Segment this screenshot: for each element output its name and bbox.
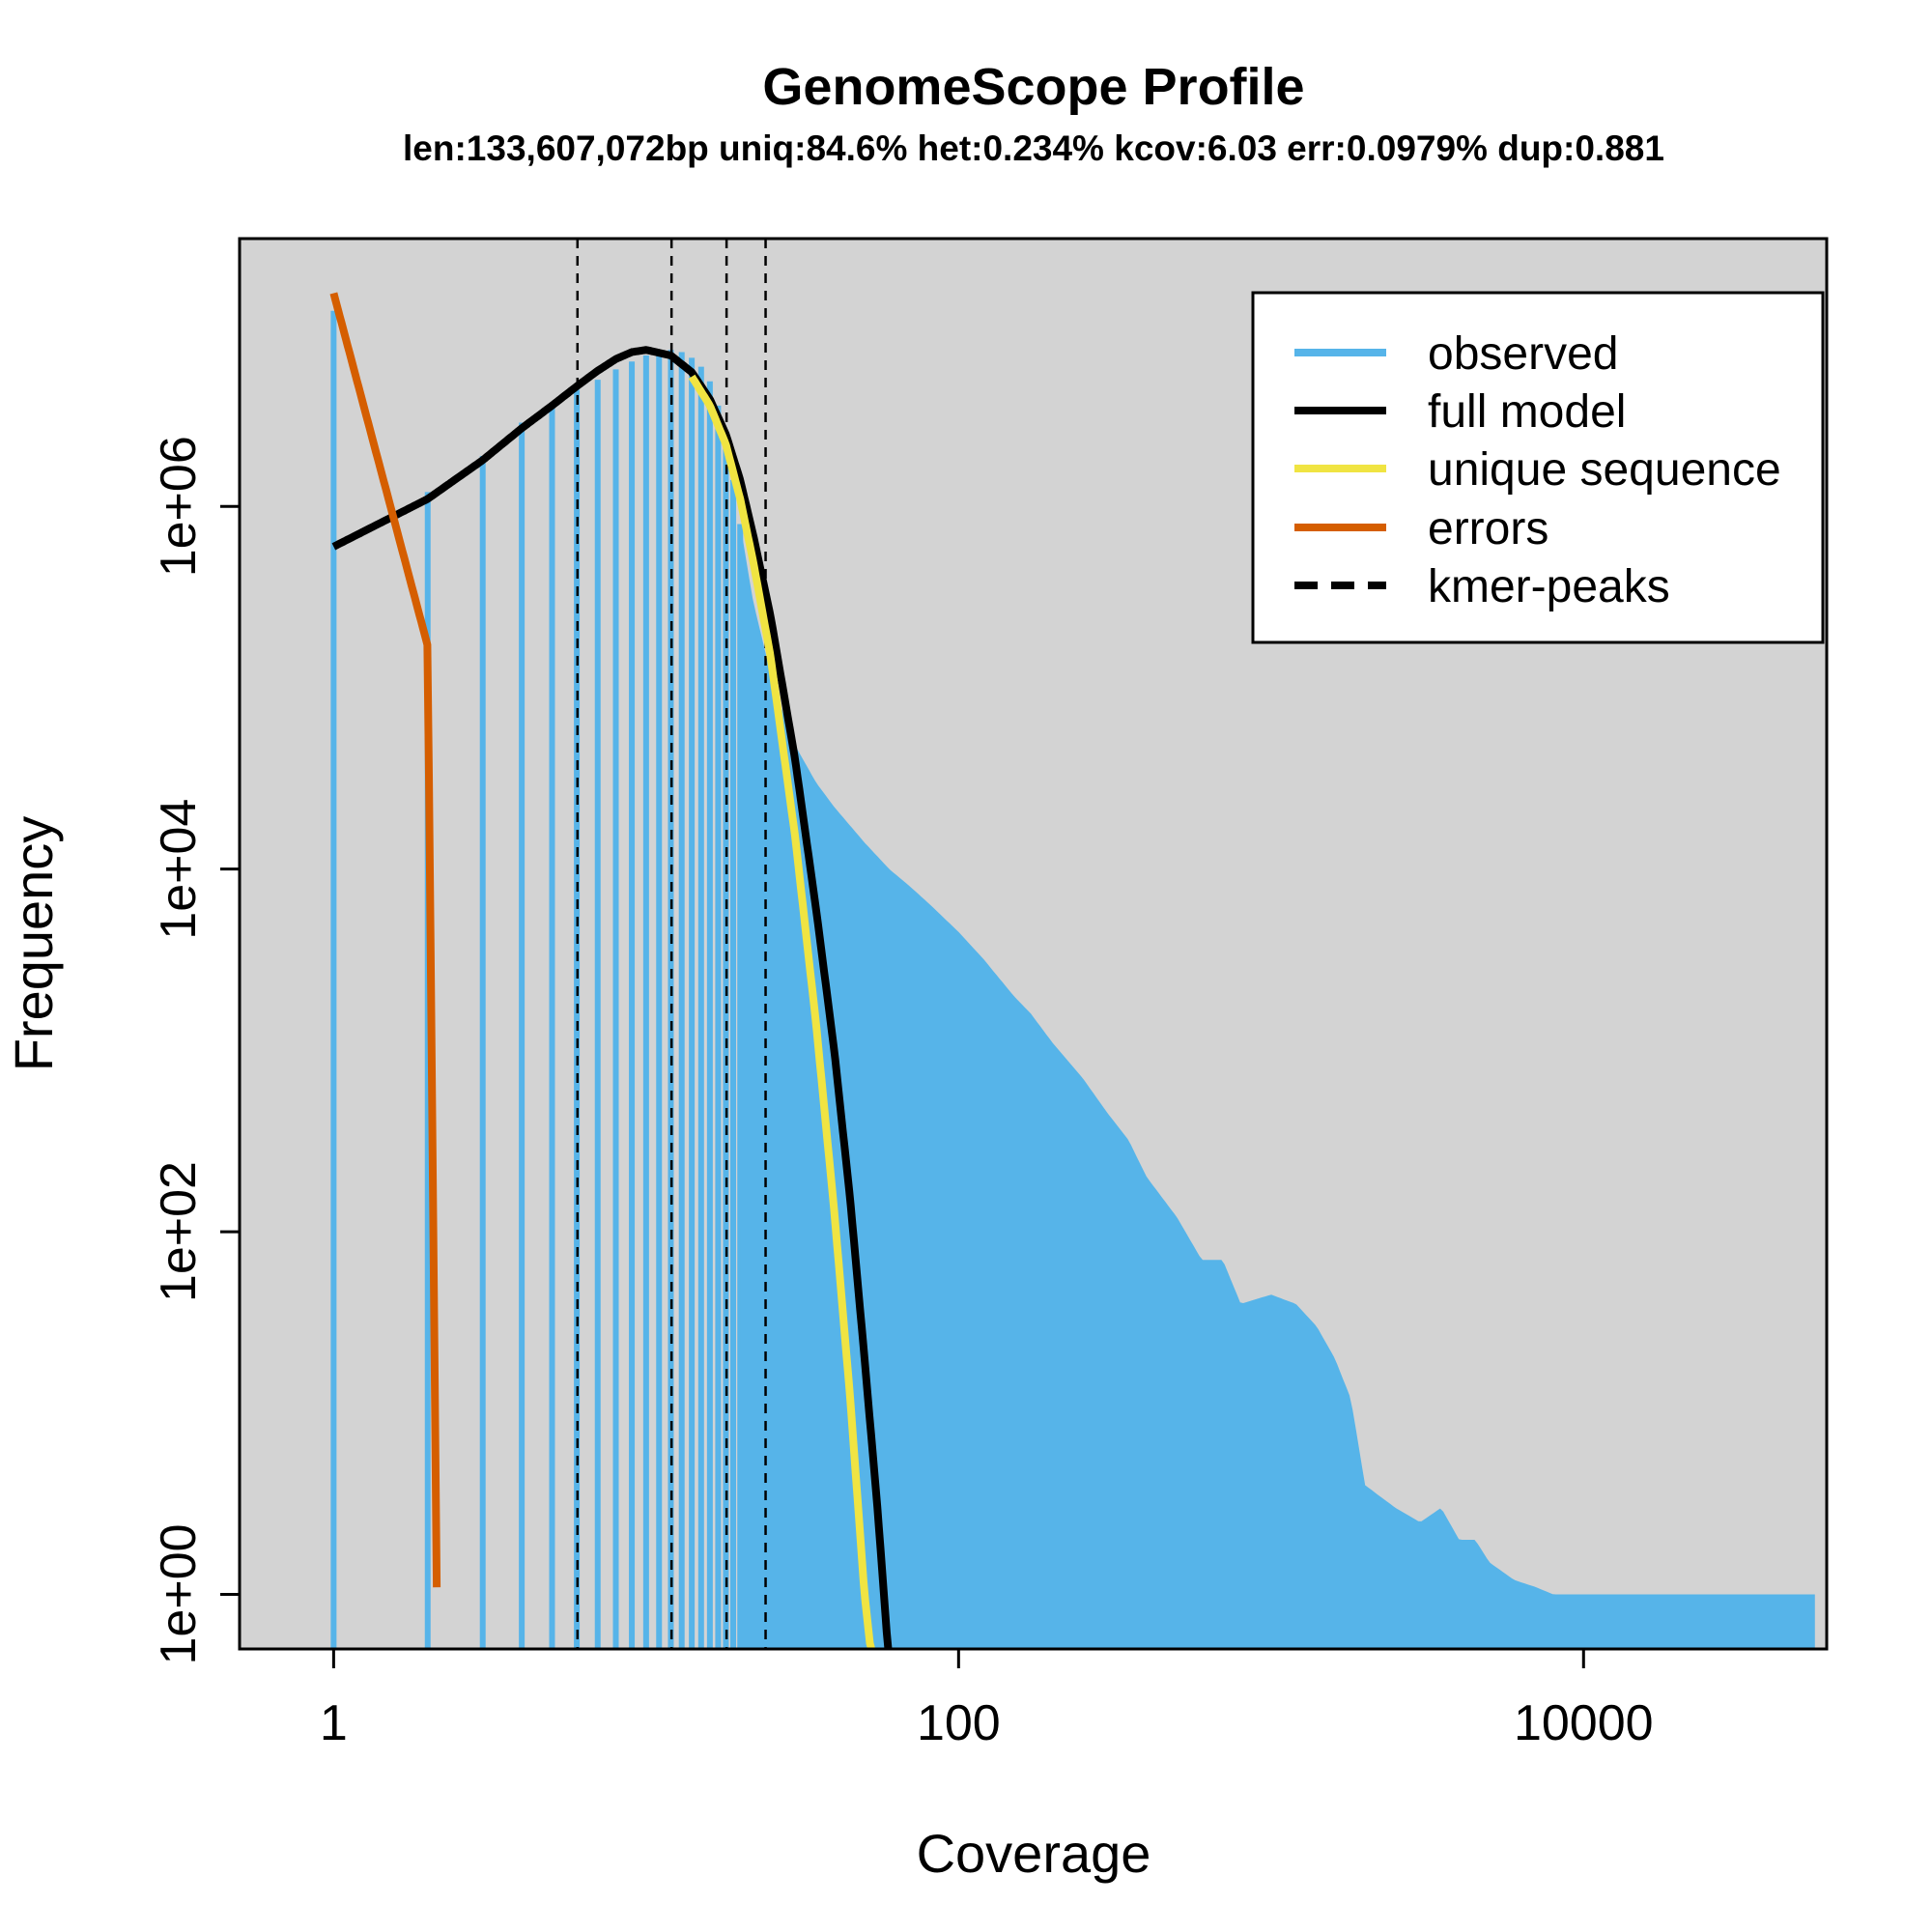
x-axis-label: Coverage (917, 1823, 1151, 1884)
kmer-peak-lines (576, 239, 767, 1649)
observed-histogram (330, 310, 1815, 1649)
x-tick-label: 10000 (1514, 1695, 1654, 1751)
y-axis: 1e+00 1e+02 1e+04 1e+06 (151, 436, 240, 1665)
y-tick-label: 1e+00 (151, 1523, 207, 1664)
chart-subtitle: len:133,607,072bp uniq:84.6% het:0.234% … (403, 128, 1664, 168)
x-axis: 1 100 10000 (320, 1647, 1654, 1751)
y-axis-label: Frequency (3, 816, 64, 1072)
legend-label-observed: observed (1428, 328, 1618, 380)
errors-curve (329, 292, 441, 1588)
x-tick-label: 1 (320, 1695, 348, 1751)
y-tick-label: 1e+06 (151, 436, 207, 577)
legend-label-errors: errors (1428, 503, 1548, 554)
x-tick-label: 100 (917, 1695, 1001, 1751)
legend-label-full-model: full model (1428, 386, 1626, 438)
observed-fill (740, 524, 1815, 1649)
unique-sequence-curve (688, 374, 875, 1651)
legend: observed full model unique sequence erro… (1251, 291, 1825, 644)
chart-title: GenomeScope Profile (762, 58, 1304, 116)
y-tick-label: 1e+04 (151, 799, 207, 940)
y-tick-label: 1e+02 (151, 1161, 207, 1302)
model-curves (329, 292, 893, 1651)
legend-label-kmer-peaks: kmer-peaks (1428, 561, 1670, 612)
full-model-curve (331, 346, 893, 1650)
legend-label-unique-sequence: unique sequence (1428, 444, 1781, 496)
